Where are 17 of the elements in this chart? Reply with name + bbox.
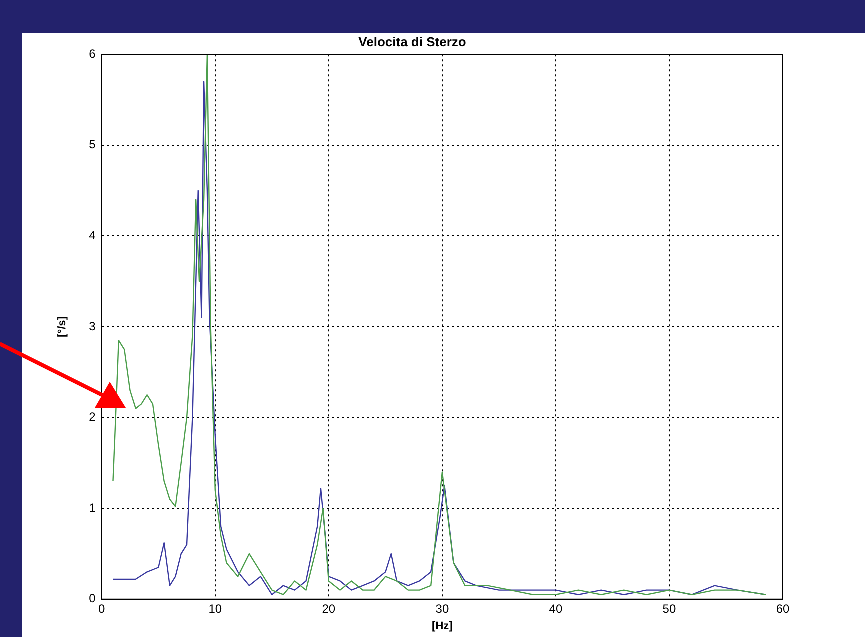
- y-tick-label: 0: [89, 592, 96, 606]
- y-tick-label: 6: [89, 46, 96, 61]
- x-tick-label: 40: [549, 602, 563, 616]
- y-tick-label: 4: [89, 228, 96, 243]
- x-axis-title: [Hz]: [432, 620, 454, 632]
- x-tick-label: 0: [98, 602, 106, 616]
- x-tick-label: 20: [322, 602, 336, 616]
- x-tick-label: 30: [436, 602, 450, 616]
- y-tick-label: 1: [89, 500, 96, 515]
- x-tick-label: 10: [208, 602, 222, 616]
- y-tick-label: 2: [89, 410, 96, 424]
- y-tick-label: 3: [89, 319, 96, 334]
- chart-title: Velocita di Sterzo: [358, 34, 466, 50]
- y-tick-label: 5: [89, 138, 96, 152]
- x-tick-label: 50: [662, 602, 676, 616]
- x-tick-label: 60: [776, 602, 790, 616]
- y-axis-title: [°/s]: [56, 316, 69, 338]
